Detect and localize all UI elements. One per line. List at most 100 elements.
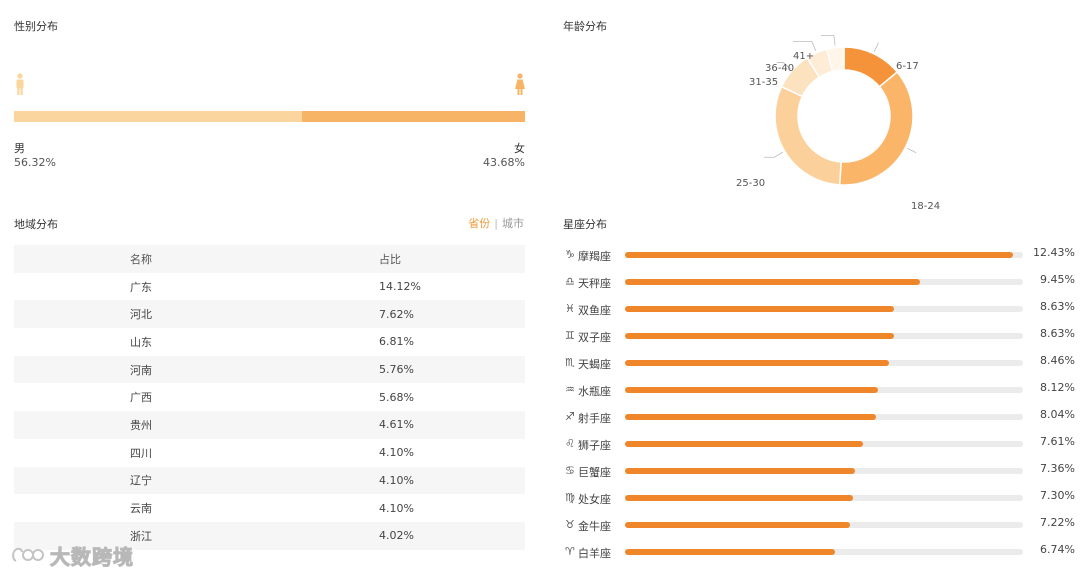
age-leader-line [873,42,879,52]
region-share: 7.62% [379,307,414,321]
zodiac-value: 7.61% [1040,435,1075,448]
table-row: 广西 5.68% [14,383,525,411]
table-row: 河南 5.76% [14,355,525,384]
zodiac-name: 水瓶座 [578,385,611,398]
age-leader-line [764,151,784,158]
region-name: 四川 [130,446,152,460]
zodiac-name: 狮子座 [578,439,611,452]
gender-title: 性别分布 [14,20,58,33]
zodiac-name: 白羊座 [578,547,611,560]
age-slice-18-24 [838,70,914,186]
zodiac-symbol-icon: ♍ [565,491,575,504]
region-share: 6.81% [379,335,414,349]
region-share: 5.68% [379,390,414,404]
female-person-icon [515,73,525,95]
age-leader-line [793,41,817,51]
zodiac-row: ♍ 处女座 7.30% [563,489,1078,516]
region-name: 辽宁 [130,474,152,488]
zodiac-bar-track [625,306,1023,312]
zodiac-symbol-icon: ♐ [565,410,575,423]
age-slice-label: 6-17 [896,61,919,72]
zodiac-bar-track [625,468,1023,474]
zodiac-bar [625,441,863,447]
zodiac-row: ♌ 狮子座 7.61% [563,435,1078,462]
table-row: 山东 6.81% [14,328,525,356]
zodiac-value: 8.12% [1040,381,1075,394]
zodiac-row: ♋ 巨蟹座 7.36% [563,462,1078,489]
zodiac-bar-track [625,549,1023,555]
zodiac-bar [625,468,855,474]
table-row: 云南 4.10% [14,494,525,522]
zodiac-value: 9.45% [1040,273,1075,286]
region-name: 浙江 [130,529,152,543]
region-distribution-panel: 地域分布 省份 | 城市 名称 占比 广东 14.12% 河北 7.62% 山东 6.81% 河… [14,212,526,562]
female-value: 43.68% [483,156,525,169]
age-slice-label: 41+ [793,51,814,62]
zodiac-name: 射手座 [578,412,611,425]
zodiac-bar [625,252,1013,258]
zodiac-bar-track [625,414,1023,420]
watermark-text: 大数跨境 [50,544,134,569]
city-tab[interactable]: 城市 [502,217,524,230]
zodiac-value: 7.30% [1040,489,1075,502]
zodiac-bar [625,306,895,312]
zodiac-name: 巨蟹座 [578,466,611,479]
table-row: 河北 7.62% [14,300,525,329]
zodiac-bar-track [625,333,1023,339]
zodiac-symbol-icon: ♊ [565,329,575,342]
zodiac-row: ♏ 天蝎座 8.46% [563,354,1078,381]
region-name: 广东 [130,280,152,294]
region-name: 云南 [130,502,152,516]
zodiac-symbol-icon: ♉ [565,518,575,531]
zodiac-row: ♊ 双子座 8.63% [563,327,1078,354]
age-leader-line [907,147,917,154]
table-header-row: 名称 占比 [14,245,525,273]
zodiac-symbol-icon: ♎ [565,275,575,288]
table-row: 浙江 4.02% [14,521,525,550]
toggle-separator: | [494,217,498,230]
zodiac-bar-track [625,441,1023,447]
region-title: 地域分布 [14,218,58,231]
zodiac-bar [625,549,836,555]
zodiac-bar-track [625,387,1023,393]
age-slice-41+ [825,46,845,73]
age-slice-25-30 [774,85,842,186]
region-share: 4.61% [379,418,414,432]
zodiac-bar [625,414,876,420]
zodiac-row: ♓ 双鱼座 8.63% [563,300,1078,327]
region-share: 14.12% [379,280,421,294]
zodiac-value: 12.43% [1033,246,1075,259]
region-name: 贵州 [130,418,152,432]
age-slice-label: 31-35 [749,77,778,88]
age-slice-label: 36-40 [765,63,794,74]
table-row: 广东 14.12% [14,273,525,301]
zodiac-row: ♈ 白羊座 6.74% [563,543,1078,570]
gender-ratio-bar [14,111,525,122]
zodiac-name: 天秤座 [578,277,611,290]
zodiac-bar-track [625,522,1023,528]
column-header-share: 占比 [379,252,401,266]
female-ratio-segment [301,111,525,122]
age-title: 年龄分布 [563,20,607,33]
province-tab[interactable]: 省份 [468,217,491,230]
table-row: 贵州 4.61% [14,411,525,439]
zodiac-row: ♉ 金牛座 7.22% [563,516,1078,543]
age-slice-label: 18-24 [911,201,940,212]
region-share: 4.10% [379,446,414,460]
zodiac-name: 双鱼座 [578,304,611,317]
region-name: 河南 [130,363,152,377]
region-share: 4.10% [379,501,414,515]
zodiac-name: 处女座 [578,493,611,506]
region-share: 4.02% [379,529,414,543]
table-row: 四川 4.10% [14,439,525,467]
region-share: 4.10% [379,473,414,487]
zodiac-symbol-icon: ♒ [565,383,575,396]
zodiac-name: 金牛座 [578,520,611,533]
zodiac-value: 8.63% [1040,300,1075,313]
gender-distribution-panel: 性别分布 男 56.32% 女 43.68% [14,14,526,184]
brand-logo-icon [12,547,44,562]
zodiac-value: 8.04% [1040,408,1075,421]
region-name: 河北 [130,308,152,322]
zodiac-name: 摩羯座 [578,250,611,263]
zodiac-bar [625,522,851,528]
